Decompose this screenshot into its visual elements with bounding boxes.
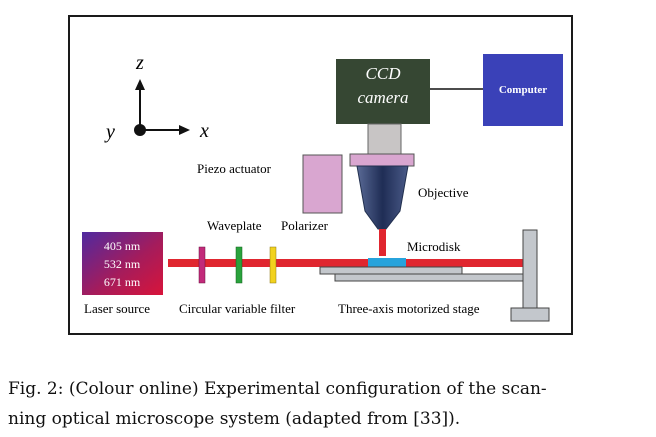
caption-line-1: Fig. 2: (Colour online) Experimental con… — [8, 379, 547, 399]
microdisk-label: Microdisk — [407, 239, 461, 254]
stage-top-plate — [319, 266, 463, 275]
objective-label: Objective — [418, 185, 469, 200]
computer — [483, 54, 563, 126]
computer-label: Computer — [499, 84, 547, 96]
axes-icon — [134, 79, 190, 136]
circular-variable-filter-label: Circular variable filter — [179, 301, 296, 316]
ccd-camera-label-line2: camera — [358, 88, 409, 107]
stage-base — [510, 307, 550, 322]
laser-source — [82, 232, 163, 295]
laser-beam — [168, 259, 523, 267]
waveplate-label: Waveplate — [207, 218, 262, 233]
microdisk — [368, 258, 406, 267]
figure-caption: Fig. 2: (Colour online) Experimental con… — [8, 374, 648, 434]
camera-adapter — [367, 123, 402, 155]
laser-source-label: Laser source — [84, 301, 150, 316]
caption-line-2: ning optical microscope system (adapted … — [8, 409, 461, 429]
piezo-plate — [349, 153, 415, 167]
laser-wavelength-532: 532 nm — [104, 257, 141, 271]
stage-pillar — [522, 229, 538, 309]
figure-frame: z y x CCD camera Computer Piezo actuator… — [68, 15, 573, 335]
ccd-camera-label-line1: CCD — [366, 64, 402, 83]
polarizer — [269, 246, 277, 284]
polarizer-label: Polarizer — [281, 218, 329, 233]
waveplate — [235, 246, 243, 284]
ccd-camera — [336, 59, 430, 124]
laser-wavelength-671: 671 nm — [104, 275, 141, 289]
setup-diagram: z y x CCD camera Computer Piezo actuator… — [82, 52, 563, 322]
circular-variable-filter — [198, 246, 206, 284]
piezo-actuator — [302, 154, 343, 214]
axis-z-label: z — [135, 52, 144, 74]
axis-x-label: x — [199, 120, 209, 142]
piezo-actuator-label: Piezo actuator — [197, 161, 272, 176]
axis-y-label: y — [104, 121, 115, 143]
vertical-beam — [379, 229, 386, 256]
stage-label: Three-axis motorized stage — [338, 301, 480, 316]
laser-wavelength-405: 405 nm — [104, 239, 141, 253]
objective — [356, 165, 409, 230]
stage-bottom-plate — [334, 273, 524, 282]
